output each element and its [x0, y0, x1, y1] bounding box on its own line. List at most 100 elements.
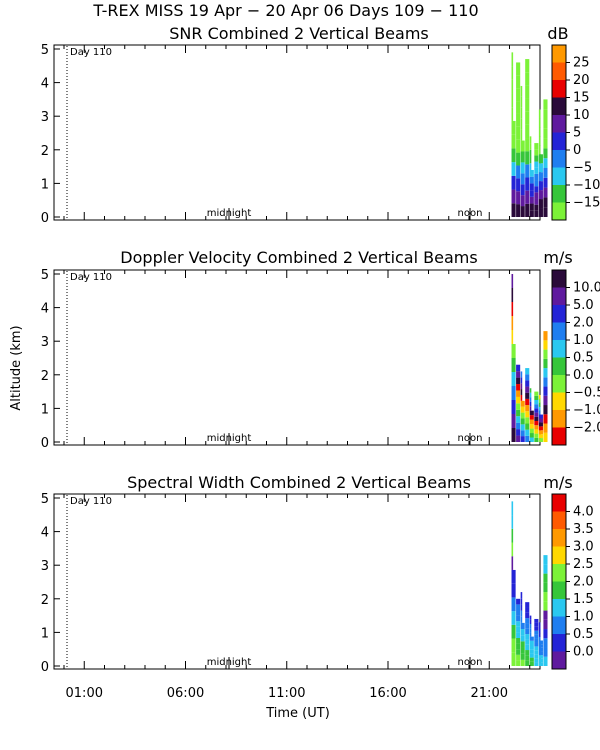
spectral-width-data-cell — [543, 610, 548, 620]
snr-data-cell — [520, 151, 525, 163]
doppler-data-cell — [511, 400, 516, 414]
snr-data-cell — [534, 198, 539, 205]
doppler-data-cell — [529, 388, 532, 393]
snr-data-cell — [538, 145, 541, 155]
snr-data-cell — [520, 162, 525, 174]
snr-data-cell — [543, 177, 548, 188]
doppler-data-cell — [511, 372, 516, 386]
doppler-data-cell — [525, 398, 530, 406]
spectral-width-data-cell — [538, 622, 541, 626]
doppler-data-cell — [543, 414, 548, 424]
day-label: Day 110 — [70, 272, 112, 283]
spectral-width-data-cell — [543, 555, 548, 565]
doppler-data-cell — [543, 340, 548, 350]
snr-data-cell — [520, 184, 525, 196]
colorbar-tick-label: 1.0 — [573, 333, 594, 348]
snr-data-cell — [529, 176, 534, 184]
spectral-width-data-cell — [525, 628, 530, 635]
snr-data-cell — [538, 136, 541, 146]
snr-data-cell — [511, 120, 516, 135]
snr-data-cell — [525, 203, 530, 217]
doppler-panel: Doppler Velocity Combined 2 Vertical Bea… — [41, 248, 600, 451]
snr-data-cell — [538, 118, 541, 128]
doppler-data-cell — [516, 416, 521, 423]
colorbar-segment — [552, 185, 566, 203]
colorbar-segment — [552, 410, 566, 428]
snr-data-cell — [529, 183, 534, 191]
colorbar-segment — [552, 97, 566, 116]
noon-label: noon — [458, 433, 483, 444]
snr-data-cell — [534, 192, 539, 199]
doppler-data-cell — [511, 414, 516, 428]
colorbar-tick-label: −10 — [573, 178, 600, 193]
spectral-width-data-cell — [543, 647, 548, 657]
colorbar-segment — [552, 651, 566, 670]
snr-data-cell — [516, 178, 521, 192]
spectral-width-data-cell — [516, 621, 521, 627]
y-tick-label: 5 — [41, 43, 49, 58]
day-label: Day 110 — [70, 496, 112, 507]
doppler-data-cell — [538, 410, 541, 415]
midnight-label: midnight — [207, 433, 252, 444]
doppler-data-cell — [543, 358, 548, 369]
snr-data-cell — [543, 119, 548, 129]
doppler-data-cell — [520, 424, 525, 431]
spectral-width-data-cell — [516, 626, 521, 633]
snr-data-cell — [534, 167, 539, 174]
spectral-width-data-cell — [525, 655, 530, 661]
spectral-width-data-cell — [511, 583, 516, 598]
y-tick-label: 5 — [41, 492, 49, 507]
snr-data-cell — [520, 195, 525, 207]
doppler-data-cell — [534, 437, 539, 442]
spectral-width-data-cell — [534, 646, 539, 651]
snr-data-cell — [525, 124, 530, 139]
doppler-data-cell — [529, 419, 534, 425]
spectral-width-data-cell — [529, 619, 532, 624]
doppler-data-cell — [534, 416, 539, 421]
spectral-width-data-cell — [525, 639, 530, 645]
y-tick-label: 4 — [41, 526, 49, 541]
colorbar-tick-label: 25 — [573, 56, 590, 71]
spectral-width-data-cell — [516, 615, 521, 622]
snr-data-cell — [516, 152, 521, 166]
doppler-data-cell — [511, 428, 516, 442]
spectral-width-data-cell — [529, 661, 534, 666]
spectral-width-data-cell — [525, 623, 530, 629]
spectral-width-data-cell — [511, 638, 516, 653]
colorbar-tick-label: 15 — [573, 91, 590, 106]
colorbar-segment — [552, 581, 566, 600]
snr-data-cell — [538, 172, 543, 182]
snr-data-cell — [516, 165, 521, 179]
colorbar-segment — [552, 357, 566, 376]
day-label: Day 110 — [70, 47, 112, 58]
doppler-data-cell — [520, 436, 525, 442]
snr-data-cell — [520, 118, 523, 130]
y-tick-label: 3 — [41, 110, 49, 125]
y-tick-label: 0 — [41, 436, 49, 451]
spectral-width-data-cell — [538, 625, 541, 630]
colorbar-tick-label: 1.0 — [573, 610, 594, 625]
colorbar-tick-label: −0.5 — [573, 386, 600, 401]
spectral-width-data-cell — [525, 644, 530, 651]
spectral-width-data-cell — [525, 634, 530, 640]
colorbar-tick-label: 0.0 — [573, 368, 594, 383]
snr-data-cell — [529, 196, 534, 204]
snr-data-cell — [511, 66, 514, 80]
doppler-data-cell — [543, 386, 548, 396]
colorbar-segment — [552, 375, 566, 393]
doppler-data-cell — [520, 377, 523, 384]
y-tick-label: 1 — [41, 626, 49, 641]
doppler-data-cell — [529, 410, 534, 416]
snr-data-cell — [534, 173, 539, 181]
colorbar-segment — [552, 511, 566, 530]
spectral-width-data-cell — [534, 642, 539, 647]
x-tick-labels: 01:00 06:00 11:00 16:00 21:00 — [66, 686, 508, 701]
spectral-width-data-cell — [534, 650, 539, 655]
spectral-width-data-cell — [534, 630, 539, 635]
colorbar-segment — [552, 564, 566, 582]
doppler-data-cell — [529, 392, 532, 398]
doppler-data-cell — [511, 274, 514, 288]
snr-data-cell — [534, 149, 539, 156]
doppler-data-cell — [534, 421, 539, 426]
spectral-width-data-cell — [543, 573, 548, 583]
